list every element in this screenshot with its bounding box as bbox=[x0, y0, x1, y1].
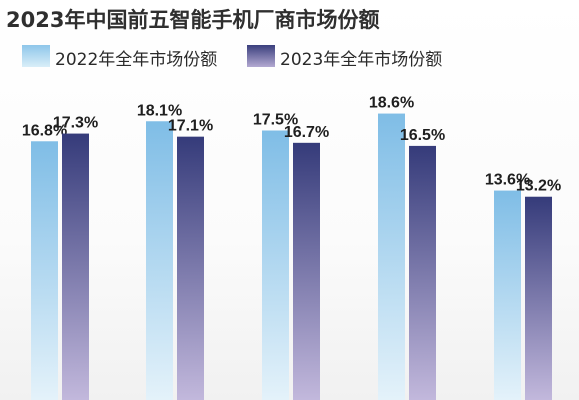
bar-2023-4 bbox=[409, 145, 436, 400]
value-label-2022-3: 17.5% bbox=[253, 112, 298, 129]
value-label-2023-5: 13.2% bbox=[516, 178, 561, 195]
value-label-2022-5: 13.6% bbox=[485, 172, 530, 189]
value-label-2023-4: 16.5% bbox=[400, 127, 445, 144]
bar-2023-1 bbox=[62, 133, 89, 400]
bar-2022-2 bbox=[146, 121, 173, 400]
value-label-2023-1: 17.3% bbox=[53, 115, 98, 132]
value-label-2022-1: 16.8% bbox=[22, 122, 67, 139]
bars-group: 16.8% 18.1% 17.5% 18.6% 13.6% 17.3% 17.1% 16.7%… bbox=[22, 95, 561, 400]
value-label-2023-3: 16.7% bbox=[284, 124, 329, 141]
bar-2023-5 bbox=[525, 196, 552, 400]
value-label-2023-2: 17.1% bbox=[168, 118, 213, 135]
bar-2022-5 bbox=[494, 190, 521, 400]
chart-title: 2023年中国前五智能手机厂商市场份额 bbox=[6, 8, 380, 32]
bar-2023-3 bbox=[293, 142, 320, 400]
legend-swatch-2022 bbox=[22, 45, 50, 67]
legend-swatch-2023 bbox=[247, 45, 275, 67]
bar-2023-2 bbox=[177, 136, 204, 400]
bar-2022-1 bbox=[31, 141, 58, 400]
legend: 2022年全年市场份额 2023年全年市场份额 bbox=[0, 42, 579, 72]
value-label-2022-2: 18.1% bbox=[137, 102, 182, 119]
value-label-2022-4: 18.6% bbox=[369, 95, 414, 112]
legend-label-2022: 2022年全年市场份额 bbox=[55, 50, 218, 70]
bar-2022-4 bbox=[378, 113, 405, 400]
bar-2022-3 bbox=[262, 130, 289, 400]
legend-label-2023: 2023年全年市场份额 bbox=[280, 50, 443, 70]
